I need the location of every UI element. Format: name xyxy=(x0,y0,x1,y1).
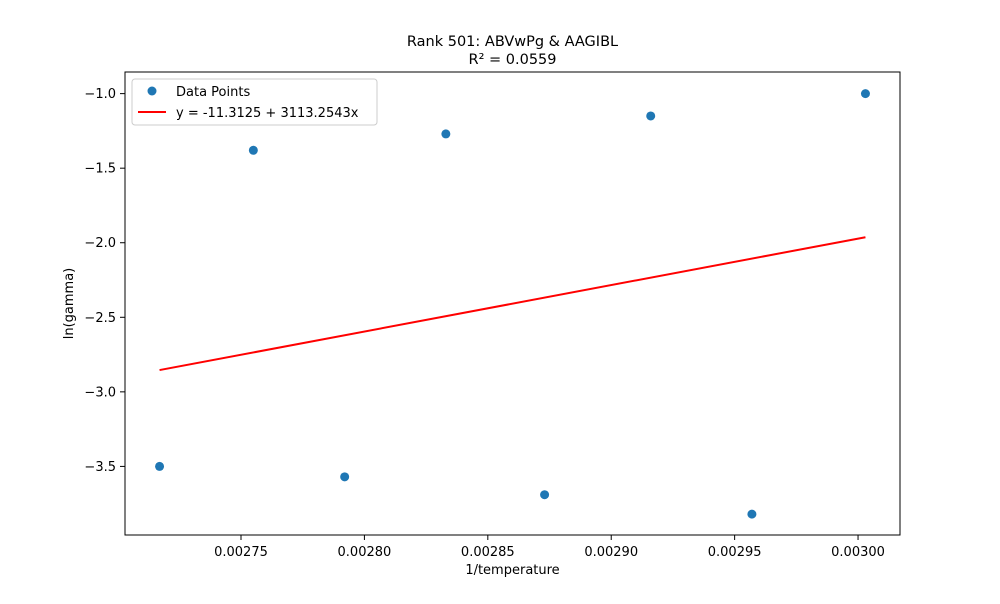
data-point xyxy=(248,145,258,155)
x-tick-label: 0.00300 xyxy=(831,545,885,560)
legend-box xyxy=(131,78,378,126)
data-point xyxy=(747,509,757,519)
chart-marks xyxy=(155,89,870,519)
data-point xyxy=(860,89,870,99)
data-point xyxy=(441,129,451,139)
data-point xyxy=(340,472,350,482)
x-tick-label: 0.00275 xyxy=(214,545,268,560)
data-point xyxy=(540,490,550,500)
legend-label-data-points: Data Points xyxy=(176,85,250,100)
x-tick-label: 0.00285 xyxy=(461,545,515,560)
legend-marker-data-points xyxy=(147,86,157,96)
y-axis: −3.5 −3.0 −2.5 −2.0 −1.5 −1.0 xyxy=(84,87,125,475)
axes-frame xyxy=(124,71,901,536)
x-axis: 0.00275 0.00280 0.00285 0.00290 0.00295 0.003… xyxy=(214,535,885,560)
fit-line xyxy=(159,236,866,372)
x-axis-label: 1/temperature xyxy=(465,563,559,578)
y-tick-label: −2.0 xyxy=(84,236,116,251)
x-tick-label: 0.00280 xyxy=(338,545,392,560)
y-tick-label: −2.5 xyxy=(84,311,116,326)
data-point xyxy=(155,461,165,471)
y-tick-label: −1.0 xyxy=(84,87,116,102)
y-tick-label: −3.0 xyxy=(84,385,116,400)
legend-label-fit-line: y = -11.3125 + 3113.2543x xyxy=(176,106,359,121)
chart-title: Rank 501: ABVwPg & AAGIBL xyxy=(407,34,618,50)
y-tick-label: −1.5 xyxy=(84,162,116,177)
data-point xyxy=(646,111,656,121)
chart-subtitle: R² = 0.0559 xyxy=(469,52,557,68)
legend: Data Points y = -11.3125 + 3113.2543x xyxy=(131,78,378,126)
y-tick-label: −3.5 xyxy=(84,460,116,475)
y-axis-label: ln(gamma) xyxy=(62,268,77,340)
x-tick-label: 0.00295 xyxy=(708,545,762,560)
x-tick-label: 0.00290 xyxy=(584,545,638,560)
